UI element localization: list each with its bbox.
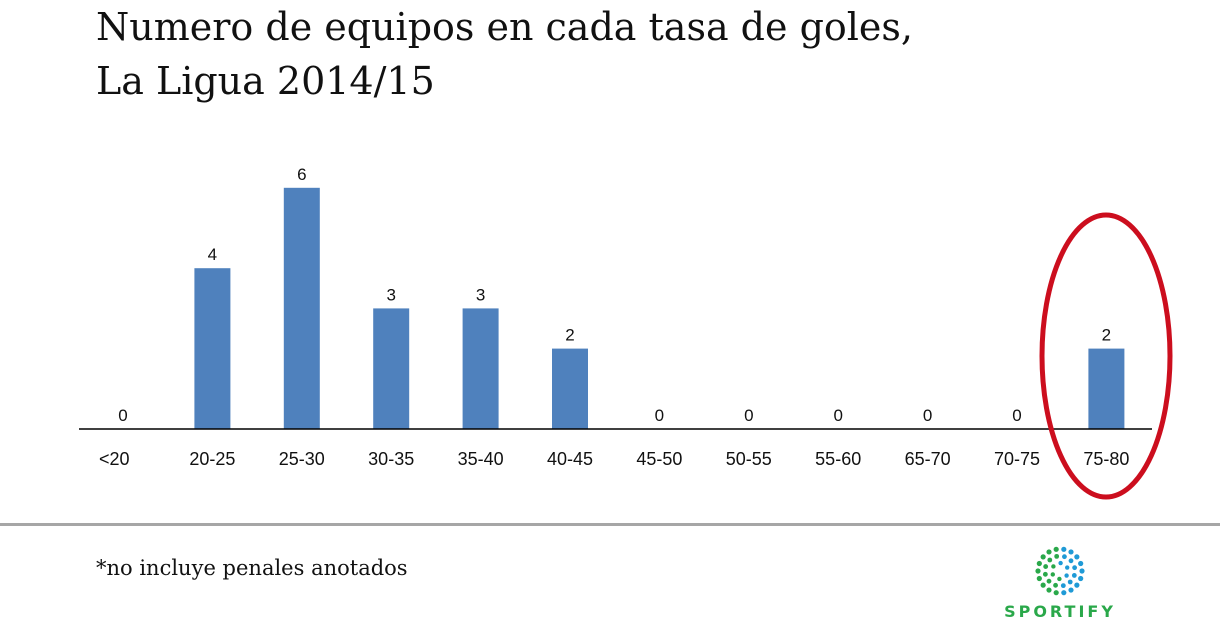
- value-label-<20: 0: [118, 406, 127, 425]
- value-label-55-60: 0: [833, 406, 842, 425]
- bar-75-80: [1088, 348, 1125, 429]
- logo-dot: [1062, 554, 1067, 560]
- value-label-35-40: 3: [476, 285, 485, 304]
- tick-label-55-60: 55-60: [815, 449, 861, 469]
- logo-dot: [1047, 557, 1053, 563]
- logo-dot: [1065, 565, 1070, 570]
- chart-title-line-1: Numero de equipos en cada tasa de goles,: [96, 5, 913, 49]
- value-labels-group: 0 4 6 3 3 2 0 0 0 0 0 2: [118, 165, 1111, 425]
- tick-label-20-25: 20-25: [189, 449, 235, 469]
- logo-dot: [1061, 590, 1067, 596]
- logo-dot: [1053, 582, 1058, 588]
- highlight-ellipse: [1039, 212, 1173, 500]
- logo-dot: [1071, 573, 1077, 578]
- value-label-65-70: 0: [923, 406, 932, 425]
- tick-label-25-30: 25-30: [279, 449, 325, 469]
- logo-dot: [1040, 554, 1046, 560]
- logo-dot: [1035, 568, 1041, 574]
- value-label-70-75: 0: [1012, 406, 1021, 425]
- logo-dot: [1078, 560, 1084, 567]
- logo-dot: [1053, 590, 1059, 596]
- logo-dot: [1053, 546, 1059, 552]
- sportify-logo: SPORTIFY: [985, 544, 1135, 622]
- bar-20-25: [194, 268, 231, 429]
- logo-dot: [1058, 560, 1063, 566]
- logo-dot: [1067, 579, 1073, 585]
- logo-dot: [1078, 575, 1084, 582]
- logo-dot: [1068, 587, 1074, 593]
- tick-label-40-45: 40-45: [547, 449, 593, 469]
- logo-dot: [1043, 564, 1049, 569]
- logo-dot: [1074, 554, 1080, 560]
- chart-title-line-2: La Ligua 2014/15: [96, 59, 435, 103]
- bar-35-40: [462, 308, 499, 429]
- logo-dot: [1079, 568, 1085, 574]
- logo-dot: [1036, 575, 1042, 582]
- footnote: *no incluye penales anotados: [96, 556, 408, 580]
- logo-dot: [1060, 583, 1066, 589]
- bar-40-45: [552, 348, 588, 429]
- logo-dot: [1068, 549, 1074, 555]
- logo-dot: [1054, 553, 1060, 559]
- tick-label-70-75: 70-75: [994, 449, 1040, 469]
- value-label-30-35: 3: [386, 285, 395, 304]
- value-label-40-45: 2: [565, 326, 574, 345]
- value-label-20-25: 4: [208, 245, 217, 264]
- value-label-45-50: 0: [655, 406, 664, 425]
- logo-dot: [1042, 571, 1048, 577]
- logo-dot: [1040, 582, 1046, 588]
- logo-dot: [1051, 564, 1056, 569]
- sportify-logo-icon: [1035, 546, 1085, 596]
- logo-dot: [1050, 572, 1055, 577]
- tick-label-65-70: 65-70: [905, 449, 951, 469]
- logo-dot: [1046, 549, 1052, 555]
- logo-dot: [1074, 582, 1080, 588]
- logo-dot: [1068, 558, 1074, 564]
- tick-label-45-50: 45-50: [636, 449, 682, 469]
- bars-group: [194, 187, 1125, 429]
- divider-line: [0, 523, 1220, 526]
- tick-label-50-55: 50-55: [726, 449, 772, 469]
- tick-label-30-35: 30-35: [368, 449, 414, 469]
- tick-label-35-40: 35-40: [458, 449, 504, 469]
- logo-dot: [1061, 546, 1067, 552]
- logo-dot: [1036, 560, 1042, 567]
- sportify-logo-text: SPORTIFY: [1004, 602, 1116, 621]
- bar-30-35: [373, 308, 410, 429]
- value-label-25-30: 6: [297, 165, 306, 184]
- logo-dot: [1064, 573, 1069, 578]
- value-label-50-55: 0: [744, 406, 753, 425]
- value-label-75-80: 2: [1102, 326, 1111, 345]
- logo-dot: [1072, 565, 1078, 571]
- logo-dot: [1046, 578, 1052, 584]
- tick-label-<20: <20: [99, 449, 130, 469]
- tick-label-75-80: 75-80: [1083, 449, 1129, 469]
- tick-labels-group: <20 20-25 25-30 30-35 35-40 40-45 45-50 50-55 55…: [99, 449, 1129, 469]
- logo-dot: [1057, 576, 1062, 582]
- bar-25-30: [283, 187, 320, 429]
- logo-dot: [1046, 587, 1052, 593]
- chart-title: Numero de equipos en cada tasa de goles,…: [96, 0, 913, 108]
